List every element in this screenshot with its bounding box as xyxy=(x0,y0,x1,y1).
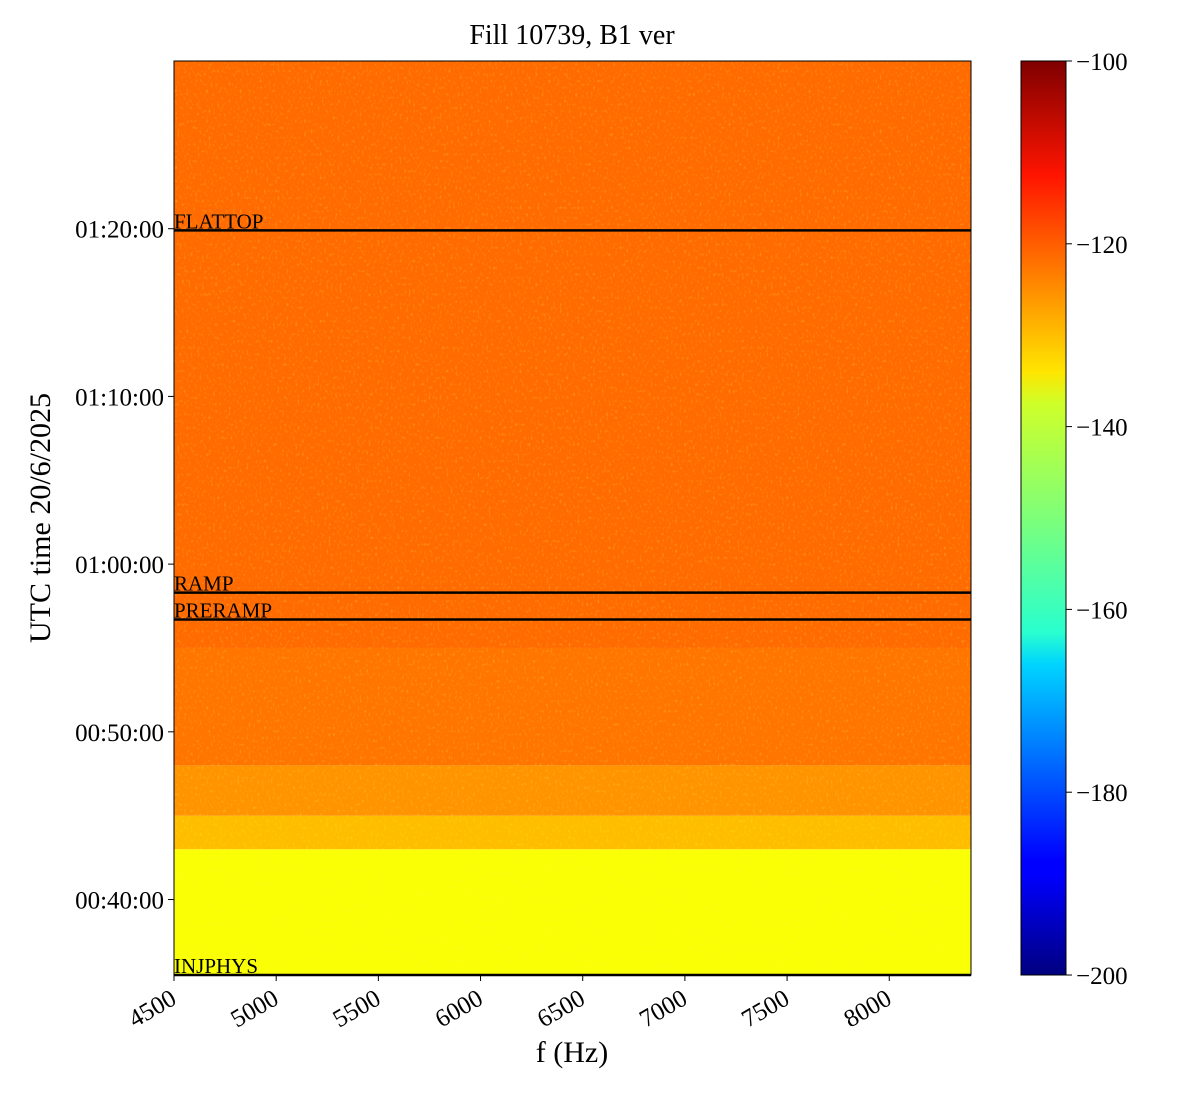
y-tick-label: 00:40:00 xyxy=(75,888,164,915)
colorbar-tick-label: −120 xyxy=(1076,232,1128,259)
colorbar-tick-label: −140 xyxy=(1076,415,1128,442)
phase-label: RAMP xyxy=(174,572,234,596)
x-tick-label: 6000 xyxy=(431,985,488,1033)
phase-label: PRERAMP xyxy=(174,598,272,622)
y-tick-label: 01:00:00 xyxy=(75,552,164,579)
x-tick-label: 7500 xyxy=(737,985,794,1033)
x-tick-label: 8000 xyxy=(839,985,896,1033)
colorbar-tick-label: −200 xyxy=(1076,963,1128,990)
x-tick-label: 4500 xyxy=(124,985,181,1033)
x-tick-label: 5000 xyxy=(226,985,283,1033)
y-tick-label: 01:10:00 xyxy=(75,384,164,411)
y-axis-label: UTC time 20/6/2025 xyxy=(24,393,57,643)
colorbar-tick-label: −100 xyxy=(1076,49,1128,76)
phase-label: FLATTOP xyxy=(174,209,263,233)
colorbar-tick-label: −160 xyxy=(1076,597,1128,624)
phase-label: INJPHYS xyxy=(174,954,258,978)
chart-title: Fill 10739, B1 ver xyxy=(469,20,675,51)
y-tick-label: 01:20:00 xyxy=(75,217,164,244)
x-tick-label: 5500 xyxy=(329,985,386,1033)
x-tick-label: 6500 xyxy=(533,985,590,1033)
colorbar-tick-label: −180 xyxy=(1076,780,1128,807)
y-tick-label: 00:50:00 xyxy=(75,720,164,747)
texture xyxy=(174,61,971,975)
colorbar xyxy=(1020,60,1067,976)
x-axis-label: f (Hz) xyxy=(536,1036,608,1069)
x-tick-label: 7000 xyxy=(635,985,692,1033)
